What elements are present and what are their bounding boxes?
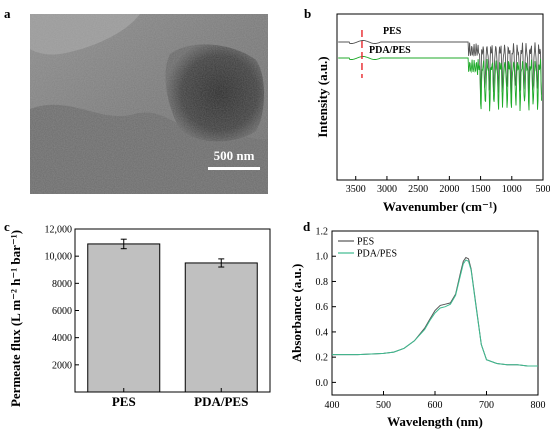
y-axis-label: Absorbance (a.u.) bbox=[289, 264, 304, 363]
ftir-line-pes bbox=[338, 40, 542, 96]
y-axis-label: Intensity (a.u.) bbox=[315, 56, 330, 137]
abs-line-pes bbox=[332, 256, 538, 367]
x-tick-label: 1500 bbox=[471, 184, 491, 195]
x-tick-label: 2500 bbox=[408, 184, 428, 195]
panel-a-label: a bbox=[4, 6, 11, 21]
y-tick-label: 0.4 bbox=[316, 327, 329, 338]
legend-label: PDA/PES bbox=[357, 249, 397, 260]
ftir-label-pes: PES bbox=[383, 26, 402, 37]
y-tick-label: 0.0 bbox=[316, 378, 329, 389]
y-tick-label: 0.6 bbox=[316, 302, 329, 313]
y-tick-label: 8000 bbox=[52, 279, 72, 290]
scale-bar-text: 500 nm bbox=[214, 148, 255, 163]
x-tick-label: 700 bbox=[479, 400, 494, 411]
ftir-line-pda-pes bbox=[338, 56, 542, 112]
x-tick-label: PDA/PES bbox=[194, 394, 248, 409]
y-tick-label: 2000 bbox=[52, 360, 72, 371]
flux-bar-chart: 2000 4000 6000 8000 10,000 12,000 PES PDA/PES Pe… bbox=[8, 225, 271, 409]
ftir-label-pda-pes: PDA/PES bbox=[369, 45, 411, 56]
x-tick-label: 3000 bbox=[377, 184, 397, 195]
x-tick-label: 400 bbox=[325, 400, 340, 411]
absorbance-chart: 400 500 600 700 800 0.0 0.2 0.4 0.6 0.8 1.0 1.2 Wave… bbox=[289, 227, 546, 430]
y-tick-label: 6000 bbox=[52, 306, 72, 317]
legend-label: PES bbox=[357, 237, 374, 248]
x-tick-label: 1000 bbox=[502, 184, 522, 195]
plot-frame bbox=[336, 13, 544, 181]
y-tick-label: 10,000 bbox=[45, 252, 73, 263]
panel-b-label: b bbox=[304, 6, 312, 21]
x-tick-label: 500 bbox=[376, 400, 391, 411]
x-tick-label: 3500 bbox=[346, 184, 366, 195]
panel-a: a 500 nm bbox=[0, 0, 275, 205]
x-tick-label: 500 bbox=[536, 184, 550, 195]
y-tick-label: 12,000 bbox=[45, 225, 73, 236]
y-tick-label: 0.8 bbox=[316, 277, 329, 288]
x-axis-label: Wavenumber (cm⁻¹) bbox=[383, 199, 497, 214]
y-tick-label: 1.0 bbox=[316, 252, 329, 263]
y-tick-label: 0.2 bbox=[316, 353, 329, 364]
x-tick-label: PES bbox=[112, 394, 136, 409]
x-tick-label: 800 bbox=[531, 400, 546, 411]
panel-d-label: d bbox=[303, 219, 311, 234]
ftir-chart: 3500 3000 2500 2000 1500 1000 500 Wavenumber (c… bbox=[315, 13, 550, 214]
panel-b: b 3500 3000 2500 2000 1500 1000 500 Wavenumber … bbox=[275, 0, 550, 215]
x-tick-label: 2000 bbox=[439, 184, 459, 195]
y-axis-label: Permeate flux (L m⁻² h⁻¹ bar⁻¹) bbox=[8, 230, 23, 407]
y-tick-label: 4000 bbox=[52, 333, 72, 344]
x-axis-label: Wavelength (nm) bbox=[387, 414, 483, 429]
panel-d: d 400 500 600 700 800 0.0 0.2 0.4 0.6 0.8 1.0 1.2 Wa… bbox=[275, 215, 550, 435]
sem-image: 500 nm bbox=[30, 14, 268, 194]
bar-pda-pes bbox=[184, 262, 258, 393]
panel-c: c 2000 4000 6000 8000 10,000 12,000 PES PDA/PES… bbox=[0, 215, 275, 435]
panel-c-label: c bbox=[4, 219, 10, 234]
y-tick-label: 1.2 bbox=[316, 227, 329, 238]
scale-bar bbox=[208, 167, 260, 170]
x-tick-label: 600 bbox=[428, 400, 443, 411]
bar-pes bbox=[87, 243, 161, 393]
abs-line-pda-pes bbox=[332, 259, 538, 367]
